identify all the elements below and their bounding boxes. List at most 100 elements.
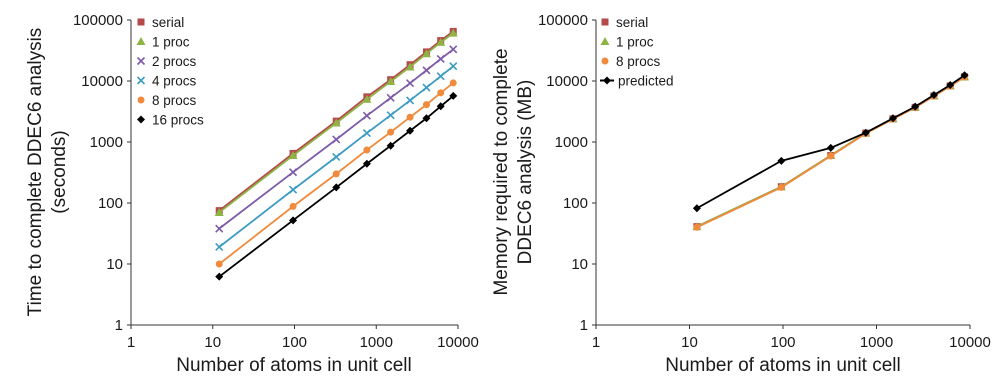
data-point <box>422 66 431 75</box>
data-point <box>288 151 298 160</box>
legend-item: predicted <box>600 74 674 89</box>
legend-marker <box>137 18 145 26</box>
y-tick-label: 10000 <box>81 73 123 90</box>
legend-marker <box>600 37 610 45</box>
data-point <box>386 93 395 102</box>
legend-marker <box>136 37 146 45</box>
legend-marker <box>601 18 609 26</box>
data-point <box>437 89 445 97</box>
legend-item: 16 procs <box>137 113 204 128</box>
data-point <box>386 141 395 150</box>
legend-label: 4 procs <box>152 74 197 89</box>
legend-label: predicted <box>618 74 674 89</box>
data-point <box>960 71 969 80</box>
y-tick-label: 10 <box>106 256 123 273</box>
data-point <box>387 128 395 136</box>
data-point <box>861 128 870 137</box>
x-tick-label: 1000 <box>360 334 393 351</box>
x-tick-label: 10000 <box>949 334 991 351</box>
y-tick-label: 1000 <box>555 134 588 151</box>
data-point <box>405 96 415 105</box>
series-2-procs <box>215 45 458 233</box>
legend-label: serial <box>616 15 648 30</box>
legend-label: 16 procs <box>152 113 204 128</box>
data-point <box>215 224 224 233</box>
x-tick-label: 1000 <box>860 334 893 351</box>
data-point <box>332 135 341 144</box>
data-point <box>332 183 341 192</box>
data-point <box>362 129 371 138</box>
y-tick-label: 100000 <box>538 12 588 29</box>
data-point <box>449 62 458 71</box>
y-tick-label: 100 <box>563 195 588 212</box>
x-tick-label: 100 <box>282 334 307 351</box>
x-axis-title: Number of atoms in unit cell <box>665 355 901 376</box>
x-tick-label: 1 <box>592 334 600 351</box>
data-point <box>422 101 430 109</box>
data-point <box>288 185 298 194</box>
legend-marker <box>136 76 146 85</box>
series-predicted <box>692 71 969 213</box>
tick-labels: 1 10 100 1000 10000 100000 1 10 100 1000 10000 <box>538 12 991 351</box>
data-point <box>331 118 341 127</box>
legend-marker <box>603 76 611 85</box>
data-point <box>421 49 431 58</box>
data-point <box>215 272 224 281</box>
y-axis-title-line1: Memory required to complete <box>491 48 512 295</box>
data-point <box>215 260 223 268</box>
legend-item: 8 procs <box>137 93 197 108</box>
legend-item: serial <box>137 15 184 30</box>
data-point <box>422 114 431 123</box>
legend-item: 1 proc <box>136 35 190 50</box>
y-axis-title-line2: DDEC6 analysis (MB) <box>515 80 536 265</box>
legend-marker <box>137 115 145 124</box>
data-point <box>288 168 298 177</box>
legend-label: serial <box>152 15 184 30</box>
y-tick-label: 100 <box>98 195 123 212</box>
data-point <box>436 37 446 46</box>
data-point <box>332 170 340 178</box>
x-tick-label: 10 <box>681 334 698 351</box>
legend-label: 1 proc <box>152 35 190 50</box>
y-axis-title: Memory required to complete DDEC6 analys… <box>491 48 536 295</box>
data-point <box>332 152 341 161</box>
x-tick-label: 10 <box>204 334 221 351</box>
y-axis-title: Time to complete DDEC6 analysis (seconds… <box>25 28 70 317</box>
y-axis-title-line1: Time to complete DDEC6 analysis <box>25 28 46 317</box>
data-point <box>406 126 415 135</box>
legend: serial 1 proc 2 procs 4 procs 8 procs 16 proc… <box>136 15 204 128</box>
x-axis-title: Number of atoms in unit cell <box>176 355 412 376</box>
legend-item: 1 proc <box>600 35 654 50</box>
data-point <box>422 83 431 92</box>
data-point <box>215 242 224 252</box>
legend-label: 1 proc <box>616 35 654 50</box>
legend-marker <box>137 96 145 104</box>
data-point <box>777 183 785 191</box>
series-4-procs <box>215 62 458 252</box>
legend: serial 1 proc 8 procs predicted <box>600 15 674 89</box>
data-point <box>406 113 414 121</box>
data-point <box>946 80 955 89</box>
data-point <box>363 146 371 154</box>
y-tick-label: 10000 <box>546 73 588 90</box>
data-point <box>826 143 835 152</box>
series-8-procs <box>215 79 457 268</box>
series-16-procs <box>215 91 458 281</box>
y-tick-label: 1 <box>115 317 123 334</box>
data-point <box>436 102 445 111</box>
y-axis-title-line2: (seconds) <box>49 130 70 213</box>
chart-memory: Memory required to complete DDEC6 analys… <box>491 12 991 376</box>
legend-label: 8 procs <box>616 54 661 69</box>
data-point <box>692 204 701 213</box>
x-tick-label: 1 <box>127 334 135 351</box>
data-point <box>449 45 458 54</box>
data-point <box>405 62 415 71</box>
data-point <box>436 72 445 81</box>
data-point <box>777 156 786 165</box>
data-point <box>405 79 415 88</box>
legend-marker <box>136 56 146 66</box>
data-point <box>449 91 458 100</box>
legend-item: 8 procs <box>601 54 661 69</box>
data-point <box>362 94 372 103</box>
